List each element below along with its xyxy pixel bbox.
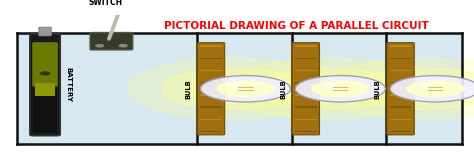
FancyBboxPatch shape: [33, 89, 57, 133]
Text: BULB: BULB: [280, 79, 286, 99]
Text: BULB: BULB: [375, 79, 381, 99]
Bar: [295, 82, 317, 83]
Circle shape: [280, 75, 374, 103]
Circle shape: [417, 83, 434, 88]
Bar: [295, 57, 317, 59]
Bar: [295, 94, 317, 95]
Bar: [200, 131, 222, 132]
Bar: [295, 119, 317, 120]
Circle shape: [406, 80, 465, 97]
Circle shape: [318, 58, 474, 119]
Circle shape: [40, 72, 50, 75]
Circle shape: [114, 8, 120, 10]
Bar: [35, 83, 55, 96]
FancyBboxPatch shape: [39, 27, 51, 36]
FancyBboxPatch shape: [387, 43, 414, 135]
Bar: [390, 106, 411, 108]
Circle shape: [216, 80, 275, 97]
Bar: [200, 106, 222, 108]
Bar: [200, 119, 222, 120]
Text: SWITCH: SWITCH: [89, 0, 123, 7]
Bar: [390, 82, 411, 83]
FancyBboxPatch shape: [197, 43, 225, 135]
Circle shape: [119, 45, 127, 47]
Circle shape: [311, 80, 370, 97]
Bar: [200, 45, 222, 47]
Bar: [295, 131, 317, 132]
Bar: [200, 82, 222, 83]
Bar: [390, 94, 411, 95]
FancyBboxPatch shape: [292, 43, 319, 135]
Circle shape: [161, 68, 303, 110]
Bar: [390, 131, 411, 132]
Circle shape: [295, 76, 385, 102]
Circle shape: [256, 68, 398, 110]
Circle shape: [185, 75, 280, 103]
Circle shape: [201, 76, 291, 102]
Bar: [200, 57, 222, 59]
Bar: [390, 119, 411, 120]
FancyBboxPatch shape: [90, 32, 133, 50]
Text: BATTERY: BATTERY: [65, 67, 71, 102]
Bar: [200, 94, 222, 95]
Circle shape: [322, 83, 339, 88]
Circle shape: [374, 75, 469, 103]
FancyBboxPatch shape: [30, 34, 60, 136]
Circle shape: [112, 7, 128, 12]
Bar: [390, 57, 411, 59]
Circle shape: [228, 83, 245, 88]
Circle shape: [351, 68, 474, 110]
FancyBboxPatch shape: [32, 42, 58, 87]
Text: PICTORIAL DRAWING OF A PARALLEL CIRCUIT: PICTORIAL DRAWING OF A PARALLEL CIRCUIT: [164, 21, 428, 31]
Bar: [295, 106, 317, 108]
Bar: [390, 70, 411, 71]
Bar: [390, 45, 411, 47]
Bar: [295, 45, 317, 47]
FancyBboxPatch shape: [17, 33, 462, 144]
Bar: [295, 70, 317, 71]
Circle shape: [128, 58, 337, 119]
Circle shape: [107, 6, 133, 14]
Text: BULB: BULB: [185, 79, 191, 99]
Circle shape: [390, 76, 474, 102]
Circle shape: [96, 45, 103, 47]
Circle shape: [223, 58, 431, 119]
Bar: [200, 70, 222, 71]
